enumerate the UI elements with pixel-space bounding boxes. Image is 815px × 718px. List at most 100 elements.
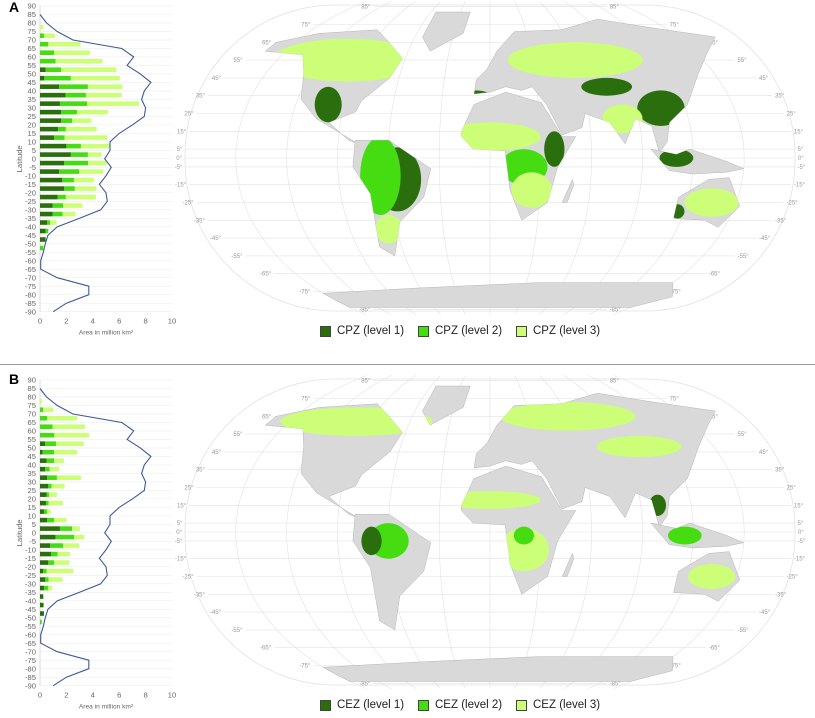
bar-segment-level1 [40, 466, 46, 472]
latitude-label: 15° [177, 129, 187, 135]
bar-segment-level1 [40, 228, 46, 234]
bar-segment-level1 [40, 509, 44, 514]
latitude-label: -75° [299, 290, 311, 296]
bar-segment-level2 [52, 211, 63, 217]
zone-area [271, 38, 424, 82]
bar-segment-level3 [48, 41, 81, 47]
bar-segment-level3 [43, 33, 55, 39]
bar-segment-level1 [40, 594, 44, 599]
bar-segment-level2 [48, 483, 52, 489]
bar-segment-level1 [40, 551, 51, 557]
bar-segment-level2 [42, 449, 54, 455]
latitude-label: 85° [361, 5, 371, 11]
y-tick-label: 35 [28, 95, 36, 104]
latitude-label: 45° [212, 76, 222, 82]
bar-segment-level3 [47, 415, 78, 421]
bar-segment-level3 [74, 186, 97, 191]
latitude-label: 75° [670, 397, 680, 403]
bar-segment-level2 [43, 568, 47, 574]
bar-segment-level3 [40, 24, 44, 30]
y-tick-label: -80 [25, 290, 36, 299]
x-tick-label: 8 [143, 691, 147, 700]
bar-segment-level2 [70, 152, 88, 157]
latitude-label: -45° [759, 610, 771, 616]
bar-segment-level3 [60, 67, 117, 72]
y-tick-label: 55 [28, 435, 36, 444]
y-tick-label: -5 [29, 163, 36, 172]
y-tick-label: 80 [28, 393, 36, 402]
y-tick-label: 55 [28, 61, 36, 70]
bar-segment-level2 [47, 220, 51, 225]
latitude-label: -25° [787, 575, 799, 581]
bar-segment-level2 [40, 432, 54, 438]
latitude-label: 35° [196, 94, 206, 100]
x-tick-label: 10 [168, 317, 176, 326]
bar-segment-level3 [50, 220, 57, 225]
latitude-label: 25° [787, 112, 797, 118]
bar-segment-level1 [40, 500, 46, 506]
legend-swatch [516, 325, 527, 337]
y-tick-label: -60 [25, 256, 36, 265]
bar-segment-level2 [60, 109, 77, 115]
legend-label: CEZ (level 1) [337, 699, 405, 711]
latitude-label: 0° [798, 530, 804, 536]
legend-label: CPZ (level 2) [435, 325, 503, 337]
continent-madagascar [561, 552, 575, 577]
bar-segment-level2 [40, 33, 44, 39]
latitude-label: 35° [775, 94, 785, 100]
y-tick-label: 60 [28, 53, 36, 62]
latitude-label: -85° [359, 307, 371, 313]
y-tick-label: -50 [25, 239, 36, 248]
bar-segment-level2 [45, 441, 56, 446]
bar-segment-level3 [56, 475, 81, 480]
zone-area [500, 402, 636, 431]
bar-segment-level3 [48, 492, 57, 497]
bar-segment-level3 [53, 458, 64, 463]
continent-greenland [422, 11, 471, 52]
latitude-label: 85° [610, 5, 620, 11]
y-tick-label: -20 [25, 188, 36, 197]
bar-segment-level3 [85, 92, 122, 98]
y-tick-label: 65 [28, 44, 36, 53]
legend-item-level2: CEZ (level 2) [418, 699, 516, 711]
legend-item-level2: CPZ (level 2) [418, 325, 516, 337]
latitude-label: 65° [262, 414, 272, 420]
bar-segment-level2 [66, 143, 81, 149]
bar-segment-level2 [50, 543, 64, 548]
bar-segment-level2 [55, 534, 75, 540]
legend-swatch [516, 699, 527, 711]
y-tick-label: 75 [28, 27, 36, 36]
bar-segment-level2 [59, 169, 80, 174]
bar-segment-level2 [40, 245, 44, 251]
zone-area [498, 528, 550, 572]
y-tick-label: 70 [28, 410, 36, 419]
y-tick-label: -80 [25, 664, 36, 673]
bar-segment-level1 [40, 526, 60, 531]
latitude-label: -15° [794, 557, 806, 563]
latitude-label: 5° [798, 521, 804, 527]
latitude-label: 45° [212, 450, 222, 456]
bar-segment-level1 [40, 492, 47, 497]
latitude-label: -75° [670, 290, 682, 296]
bar-segment-level2 [40, 407, 44, 413]
bar-segment-level3 [62, 211, 76, 217]
legend-label: CEZ (level 2) [435, 699, 503, 711]
continent-madagascar [561, 178, 575, 203]
latitude-label: -75° [299, 664, 311, 670]
bar-segment-level2 [59, 84, 88, 89]
meridian-line [438, 1, 466, 315]
y-tick-label: -70 [25, 273, 36, 282]
y-tick-label: -70 [25, 647, 36, 656]
y-tick-label: 20 [28, 120, 36, 129]
y-tick-label: 50 [28, 70, 36, 79]
latitude-label: -55° [737, 254, 749, 260]
bar-segment-level1 [40, 441, 46, 446]
y-axis-title: Latitude [15, 519, 24, 546]
y-tick-label: 75 [28, 401, 36, 410]
meridian-line [235, 1, 367, 315]
latitude-label: -65° [709, 272, 721, 278]
y-tick-label: -25 [25, 197, 36, 206]
panel-label: A [9, 0, 20, 15]
legend-swatch [320, 325, 331, 337]
zone-area [511, 172, 552, 208]
